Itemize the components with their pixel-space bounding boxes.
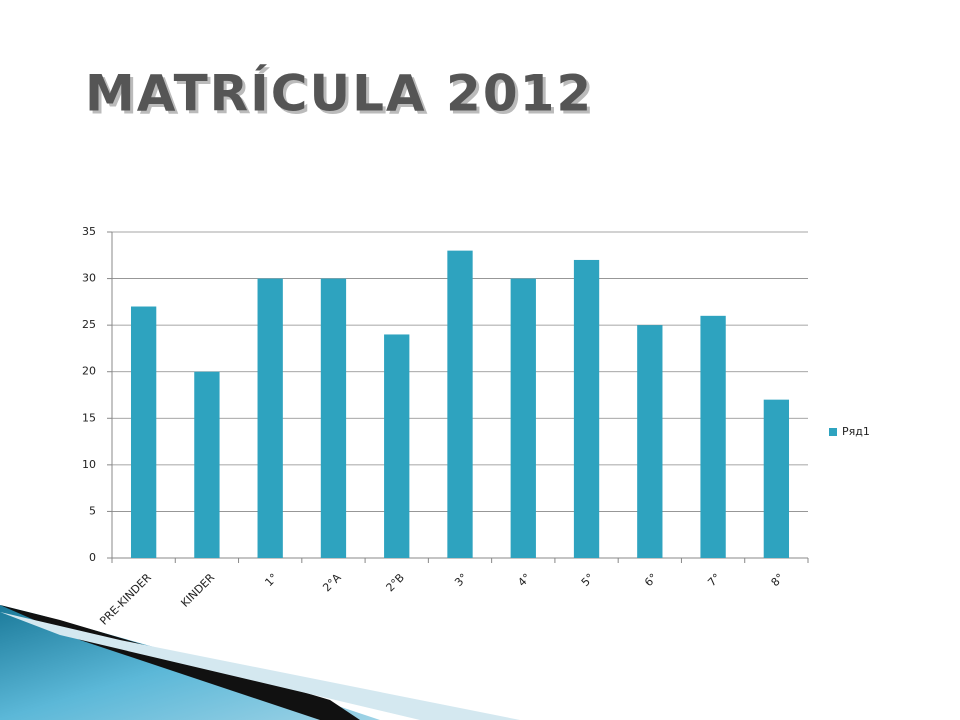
- bar: [257, 278, 283, 558]
- bar: [384, 334, 410, 558]
- decoration: [0, 605, 520, 720]
- x-tick-label: 2°B: [384, 571, 407, 594]
- bar: [130, 306, 157, 558]
- x-tick-label: KINDER: [178, 571, 217, 610]
- bar: [700, 315, 726, 558]
- y-tick-label: 35: [82, 225, 96, 238]
- y-tick-label: 10: [82, 458, 96, 471]
- x-tick-label: 8°: [769, 571, 787, 589]
- y-tick-label: 25: [82, 318, 96, 331]
- legend-label: Ряд1: [842, 425, 870, 438]
- x-tick-label: 2°A: [320, 571, 344, 595]
- y-tick-label: 0: [89, 551, 96, 564]
- y-tick-label: 15: [82, 411, 96, 424]
- y-tick-label: 20: [82, 365, 96, 378]
- bar: [637, 325, 663, 558]
- chart-title: MATRÍCULA 2012: [85, 64, 593, 123]
- x-tick-label: 5°: [579, 571, 597, 589]
- bar: [763, 399, 790, 558]
- legend-swatch: [829, 428, 837, 436]
- x-tick-label: PRE-KINDER: [97, 571, 154, 628]
- bar: [447, 250, 473, 558]
- x-tick-label: 3°: [452, 571, 470, 589]
- bar: [573, 259, 600, 558]
- x-tick-label: 4°: [515, 571, 533, 589]
- y-tick-label: 30: [82, 272, 96, 285]
- x-tick-label: 1°: [262, 571, 280, 589]
- chart-title-shadow: MATRÍCULA 2012: [88, 67, 596, 126]
- x-tick-label: 7°: [705, 571, 723, 589]
- bar: [194, 371, 220, 558]
- y-tick-label: 5: [89, 504, 96, 517]
- bar: [320, 278, 347, 558]
- x-tick-label: 6°: [642, 571, 660, 589]
- bar: [510, 278, 536, 558]
